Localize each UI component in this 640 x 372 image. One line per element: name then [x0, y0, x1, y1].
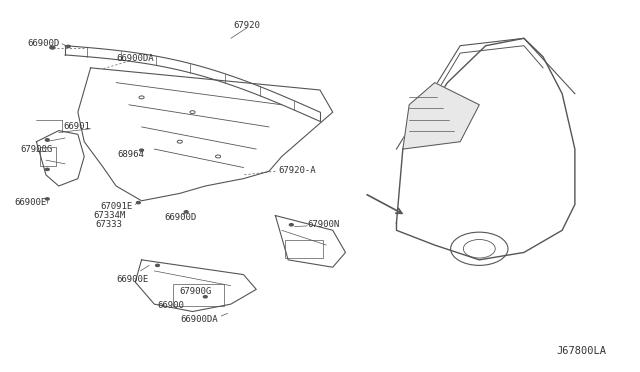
Circle shape: [156, 264, 159, 266]
Text: 66900E: 66900E: [14, 198, 46, 207]
Text: 67091E: 67091E: [100, 202, 132, 211]
Bar: [285, 240, 323, 258]
Circle shape: [204, 296, 207, 298]
Text: 67333: 67333: [96, 220, 123, 229]
Circle shape: [136, 202, 140, 204]
Text: 67334M: 67334M: [94, 211, 126, 220]
Circle shape: [289, 224, 293, 226]
Text: 66900: 66900: [157, 301, 184, 311]
Polygon shape: [403, 83, 479, 149]
Text: 66900D: 66900D: [164, 213, 196, 222]
Text: 66900DA: 66900DA: [180, 315, 218, 324]
Circle shape: [45, 139, 49, 141]
Text: 67900G: 67900G: [20, 145, 52, 154]
Bar: [173, 284, 225, 306]
Circle shape: [45, 168, 49, 170]
Text: 67900G: 67900G: [180, 287, 212, 296]
Bar: [40, 147, 56, 166]
Circle shape: [67, 45, 70, 48]
Text: 66900DA: 66900DA: [116, 54, 154, 63]
Text: J67800LA: J67800LA: [557, 346, 607, 356]
Text: 66900E: 66900E: [116, 275, 148, 283]
Text: 66901: 66901: [64, 122, 91, 131]
Circle shape: [45, 198, 49, 200]
Text: 68964: 68964: [117, 150, 144, 159]
Text: 66900D: 66900D: [27, 39, 59, 48]
Text: 67920: 67920: [234, 21, 260, 30]
Circle shape: [50, 46, 55, 49]
Text: 67900N: 67900N: [307, 220, 339, 229]
Text: 67920-A: 67920-A: [278, 166, 316, 174]
Circle shape: [184, 211, 188, 213]
Circle shape: [140, 149, 143, 151]
